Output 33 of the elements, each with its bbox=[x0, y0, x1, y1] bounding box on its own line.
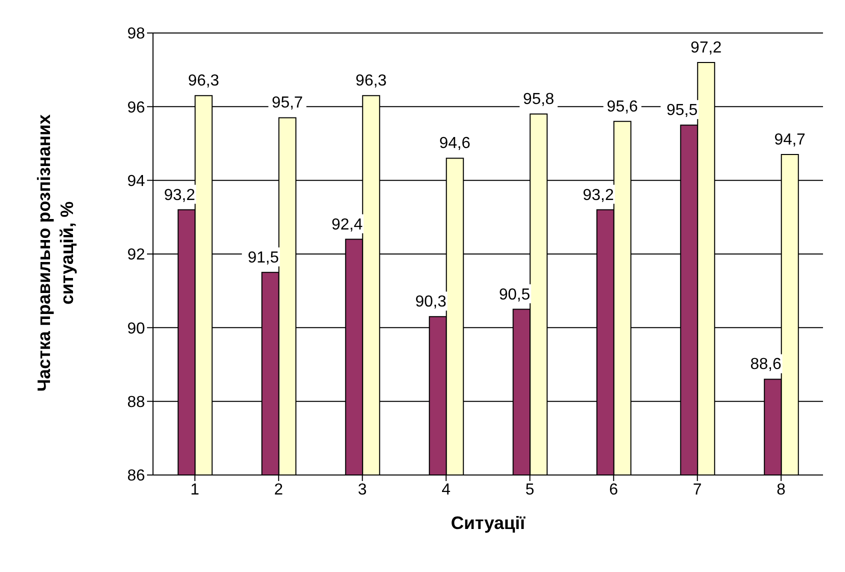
y-tick-label: 90 bbox=[127, 320, 146, 338]
data-label: 90,5 bbox=[498, 286, 530, 304]
data-label: 93,2 bbox=[582, 186, 614, 204]
x-tick-label: 2 bbox=[274, 481, 284, 498]
data-label: 95,5 bbox=[666, 102, 698, 120]
y-tick-label: 98 bbox=[127, 26, 146, 43]
data-label: 94,6 bbox=[439, 135, 471, 152]
x-tick-label: 6 bbox=[609, 481, 618, 498]
data-label: 92,4 bbox=[331, 216, 363, 234]
data-label: 91,5 bbox=[248, 249, 279, 266]
data-label: 95,8 bbox=[523, 91, 554, 108]
data-label: 90,3 bbox=[415, 294, 446, 311]
data-label: 96,3 bbox=[356, 72, 387, 90]
data-label: 96,3 bbox=[188, 72, 220, 90]
data-label: 88,6 bbox=[750, 356, 782, 374]
x-axis-title: Ситуації bbox=[450, 513, 526, 534]
x-tick-label: 1 bbox=[190, 481, 200, 498]
data-label: 95,6 bbox=[606, 98, 638, 116]
y-tick-label: 86 bbox=[127, 468, 146, 485]
x-tick-label: 4 bbox=[442, 481, 451, 498]
y-tick-label: 92 bbox=[127, 246, 146, 264]
data-label: 94,7 bbox=[774, 132, 806, 149]
x-tick-label: 8 bbox=[776, 481, 786, 498]
x-tick-label: 5 bbox=[525, 481, 534, 498]
x-tick-label: 3 bbox=[358, 481, 367, 498]
y-axis-title: Частка правильно розпізнаних ситуацій, % bbox=[33, 113, 78, 394]
data-label: 93,2 bbox=[164, 186, 196, 204]
x-tick-label: 7 bbox=[692, 481, 702, 498]
data-label: 97,2 bbox=[690, 39, 722, 56]
data-label: 95,7 bbox=[272, 94, 304, 112]
y-tick-label: 88 bbox=[127, 394, 146, 412]
y-tick-label: 96 bbox=[127, 99, 146, 116]
y-tick-label: 94 bbox=[127, 173, 146, 190]
